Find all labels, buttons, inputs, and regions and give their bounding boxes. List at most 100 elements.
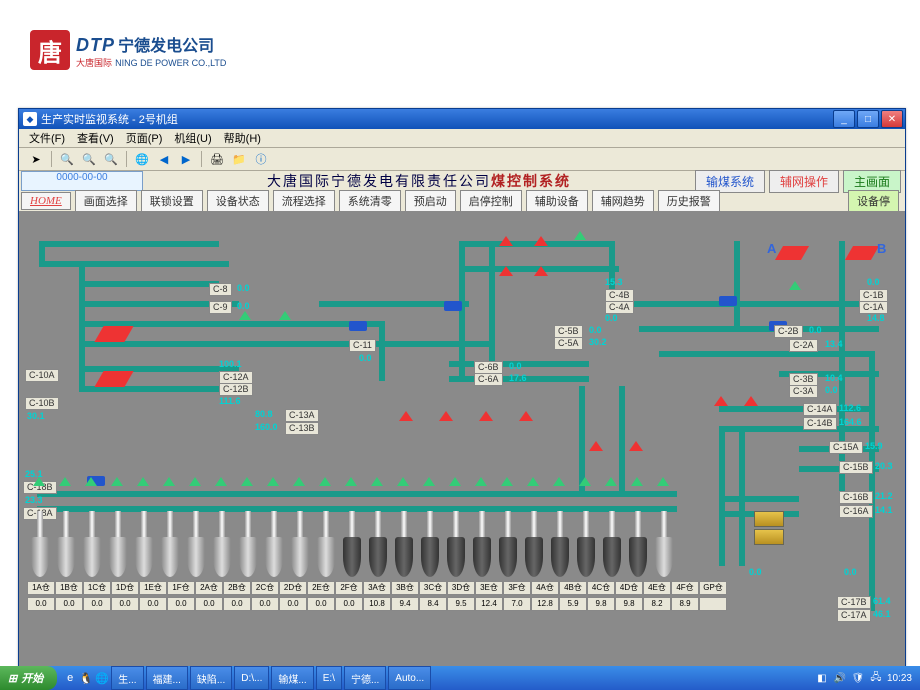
silo-1B仓 — [57, 537, 75, 577]
silo-3D仓 — [421, 537, 439, 577]
tag-c10a: C-10A — [25, 369, 59, 382]
titlebar[interactable]: ◆ 生产实时监视系统 - 2号机组 _ □ ✕ — [19, 109, 905, 129]
silo-label-23: 4F仓 — [671, 581, 699, 595]
tag-c13b: C-13B — [285, 422, 319, 435]
val-c4: 0.0 — [605, 313, 618, 323]
val-c13b: 160.0 — [255, 422, 278, 432]
silo-val-2: 0.0 — [83, 597, 111, 611]
silo-val-21: 9.8 — [615, 597, 643, 611]
val-c3a: 0.0 — [825, 385, 838, 395]
tag-c6a: C-6A — [474, 373, 503, 386]
taskbar-item-6[interactable]: 宁德... — [344, 666, 386, 690]
taskbar-items: 生...福建...缺陷...D:\...输煤...E:\宁德...Auto... — [109, 666, 431, 690]
sys-btn-aux[interactable]: 辅网操作 — [769, 170, 839, 193]
silo-3F仓 — [473, 537, 491, 577]
info-icon[interactable]: ⓘ — [252, 150, 270, 168]
silo-val-3: 0.0 — [111, 597, 139, 611]
val-c15b: 20.3 — [875, 461, 893, 471]
nav-trend[interactable]: 辅网趋势 — [592, 190, 654, 212]
menu-page[interactable]: 页面(P) — [120, 130, 169, 146]
tray-volume-icon[interactable]: 🔊 — [833, 671, 847, 685]
nav-stop[interactable]: 设备停 — [848, 190, 899, 212]
nav-aux[interactable]: 辅助设备 — [526, 190, 588, 212]
silo-label-24: GP仓 — [699, 581, 727, 595]
nav-home[interactable]: HOME — [21, 192, 71, 210]
nav-screen[interactable]: 画面选择 — [75, 190, 137, 212]
taskbar-item-4[interactable]: 输煤... — [271, 666, 313, 690]
val-c2a: 13.4 — [825, 339, 843, 349]
silo-label-20: 4C仓 — [587, 581, 615, 595]
silo-4F仓 — [629, 537, 647, 577]
menu-file[interactable]: 文件(F) — [23, 130, 71, 146]
silo-val-16: 12.4 — [475, 597, 503, 611]
pointer-icon[interactable]: ➤ — [27, 150, 45, 168]
tray-icon-1[interactable]: ◧ — [815, 671, 829, 685]
silo-values-row: 0.00.00.00.00.00.00.00.00.00.00.00.010.8… — [27, 597, 727, 611]
tb-ie-icon[interactable]: e — [63, 671, 77, 685]
tag-c13a: C-13A — [285, 409, 319, 422]
nav-prestart[interactable]: 预启动 — [405, 190, 456, 212]
taskbar-item-3[interactable]: D:\... — [234, 666, 269, 690]
silo-2A仓 — [187, 537, 205, 577]
silo-label-14: 3C仓 — [419, 581, 447, 595]
prev-icon[interactable]: ◀ — [155, 150, 173, 168]
silo-val-15: 9.5 — [447, 597, 475, 611]
crusher-b — [754, 529, 784, 545]
taskbar: ⊞开始 e 🐧 🌐 生...福建...缺陷...D:\...输煤...E:\宁德… — [0, 666, 920, 690]
taskbar-item-0[interactable]: 生... — [111, 666, 143, 690]
nav-startstop[interactable]: 启停控制 — [460, 190, 522, 212]
reclaimer-2 — [94, 371, 133, 387]
app-icon: ◆ — [23, 112, 37, 126]
silo-4A仓 — [499, 537, 517, 577]
zoom-in-icon[interactable]: 🔍 — [58, 150, 76, 168]
stacker-a — [775, 246, 809, 260]
nav-clear[interactable]: 系统清零 — [339, 190, 401, 212]
globe-icon[interactable]: 🌐 — [133, 150, 151, 168]
nav-interlock[interactable]: 联锁设置 — [141, 190, 203, 212]
window-title: 生产实时监视系统 - 2号机组 — [41, 111, 178, 127]
taskbar-item-1[interactable]: 福建... — [146, 666, 188, 690]
taskbar-item-2[interactable]: 缺陷... — [190, 666, 232, 690]
taskbar-item-5[interactable]: E:\ — [316, 666, 342, 690]
silo-3C仓 — [395, 537, 413, 577]
zoom-fit-icon[interactable]: 🔍 — [102, 150, 120, 168]
menu-help[interactable]: 帮助(H) — [218, 130, 267, 146]
tb-globe-icon[interactable]: 🌐 — [95, 671, 109, 685]
nav-status[interactable]: 设备状态 — [207, 190, 269, 212]
tag-c3a: C-3A — [789, 385, 818, 398]
val-c6b: 0.0 — [509, 361, 522, 371]
silo-label-11: 2F仓 — [335, 581, 363, 595]
silo-val-13: 9.4 — [391, 597, 419, 611]
folder-icon[interactable]: 📁 — [230, 150, 248, 168]
silo-val-5: 0.0 — [167, 597, 195, 611]
menu-view[interactable]: 查看(V) — [71, 130, 120, 146]
val-c6a: 17.6 — [509, 373, 527, 383]
silo-label-0: 1A仓 — [27, 581, 55, 595]
nav-alarm[interactable]: 历史报警 — [658, 190, 720, 212]
maximize-button[interactable]: □ — [857, 110, 879, 128]
logo-sub2: NING DE POWER CO.,LTD — [115, 58, 226, 68]
tray-shield-icon[interactable]: 🛡 — [851, 671, 865, 685]
val-c5a: 30.2 — [589, 337, 607, 347]
print-icon[interactable]: 🖨 — [208, 150, 226, 168]
next-icon[interactable]: ▶ — [177, 150, 195, 168]
silo-val-9: 0.0 — [279, 597, 307, 611]
taskbar-item-7[interactable]: Auto... — [388, 666, 431, 690]
start-button[interactable]: ⊞开始 — [0, 666, 57, 690]
tb-qq-icon[interactable]: 🐧 — [79, 671, 93, 685]
val-c13a: 80.8 — [255, 409, 273, 419]
toolbar: ➤ 🔍 🔍 🔍 🌐 ◀ ▶ 🖨 📁 ⓘ — [19, 148, 905, 171]
tag-c11: C-11 — [349, 339, 376, 352]
menu-unit[interactable]: 机组(U) — [168, 130, 217, 146]
silo-val-10: 0.0 — [307, 597, 335, 611]
val-c9: 0.0 — [237, 301, 250, 311]
silo-1F仓 — [161, 537, 179, 577]
silo-label-12: 3A仓 — [363, 581, 391, 595]
minimize-button[interactable]: _ — [833, 110, 855, 128]
tray-net-icon[interactable]: 🖧 — [869, 671, 883, 685]
nav-flow[interactable]: 流程选择 — [273, 190, 335, 212]
silo-label-4: 1E仓 — [139, 581, 167, 595]
close-button[interactable]: ✕ — [881, 110, 903, 128]
zoom-out-icon[interactable]: 🔍 — [80, 150, 98, 168]
datetime-display: 0000-00-00 — [21, 171, 143, 191]
